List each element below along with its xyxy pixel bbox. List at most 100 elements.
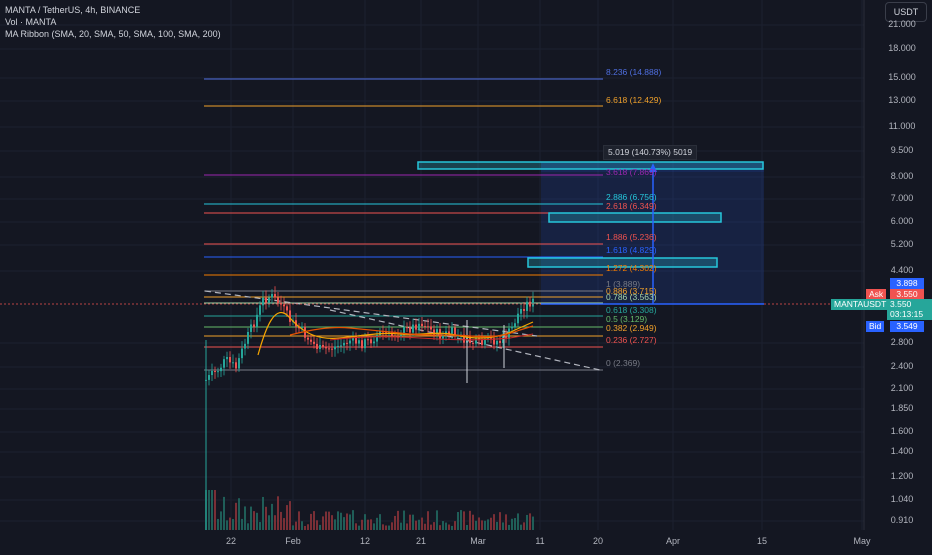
volume-bar <box>520 524 522 530</box>
volume-bar <box>508 524 510 530</box>
price-axis-label: 21.000 <box>888 19 916 29</box>
volume-bar <box>451 525 453 530</box>
candle-body <box>271 294 273 298</box>
time-axis-label: 22 <box>225 536 237 546</box>
volume-bar <box>526 514 528 530</box>
volume-bar <box>496 521 498 530</box>
candle-body <box>244 343 246 349</box>
volume-bar <box>271 503 273 530</box>
currency-button[interactable]: USDT <box>885 2 927 22</box>
volume-bar <box>250 506 252 530</box>
volume-bar <box>385 525 387 530</box>
volume-bar <box>211 490 213 530</box>
candle-body <box>493 338 495 345</box>
countdown-tag: 03:13:15 <box>887 309 932 320</box>
volume-bar <box>466 524 468 530</box>
fib-level-label: 8.236 (14.888) <box>606 67 661 77</box>
candle-body <box>217 371 219 373</box>
candle-body <box>337 345 339 347</box>
volume-bar <box>364 514 366 530</box>
candle-body <box>304 326 306 338</box>
volume-bar <box>481 520 483 530</box>
candle-body <box>211 370 213 376</box>
candle-body <box>316 343 318 349</box>
volume-bar <box>223 496 225 530</box>
volume-bar <box>265 506 267 530</box>
fib-level-label: 0.236 (2.727) <box>606 335 657 345</box>
candle-body <box>364 339 366 349</box>
price-axis-label: 1.850 <box>890 403 914 413</box>
volume-bar <box>295 521 297 530</box>
time-axis-label: Feb <box>285 536 301 546</box>
target-box-3[interactable] <box>527 257 718 268</box>
current-price-tag: 3.550 <box>887 299 932 310</box>
candle-body <box>496 340 498 345</box>
candle-body <box>214 370 216 372</box>
candle-body <box>436 329 438 336</box>
volume-bar <box>397 510 399 530</box>
symbol-title[interactable]: MANTA / TetherUS, 4h, BINANCE <box>5 5 141 15</box>
volume-bar <box>361 519 363 530</box>
candle-body <box>283 304 285 307</box>
price-axis-label: 2.100 <box>890 383 914 393</box>
volume-bar <box>448 524 450 530</box>
candle-body <box>523 309 525 311</box>
candle-body <box>454 327 456 336</box>
candle-body <box>505 335 507 339</box>
candle-body <box>286 306 288 311</box>
candle-body <box>424 326 426 328</box>
target-box-1[interactable] <box>417 161 764 170</box>
candle-body <box>307 337 309 340</box>
volume-bar <box>433 522 435 530</box>
price-axis-label: 1.400 <box>890 446 914 456</box>
volume-bar <box>502 522 504 530</box>
ma-ribbon-legend[interactable]: MA Ribbon (SMA, 20, SMA, 50, SMA, 100, S… <box>5 29 221 39</box>
trendline-upper[interactable] <box>204 290 538 337</box>
fib-level-label: 3.618 (7.869) <box>606 167 657 177</box>
volume-bar <box>457 512 459 530</box>
trendline-lower[interactable] <box>329 309 601 371</box>
volume-bar <box>487 519 489 530</box>
fib-level-label: 0.786 (3.563) <box>606 292 657 302</box>
candle-body <box>349 340 351 344</box>
candle-body <box>400 335 402 338</box>
target-box-2[interactable] <box>548 212 722 223</box>
candle-body <box>502 335 504 343</box>
candle-body <box>451 327 453 334</box>
time-axis-label: Apr <box>665 536 681 546</box>
price-axis-label: 7.000 <box>890 193 914 203</box>
arrow-head-icon <box>649 163 657 172</box>
volume-bar <box>328 511 330 530</box>
candle-body <box>235 362 237 369</box>
volume-bar <box>424 523 426 530</box>
volume-bar <box>325 511 327 530</box>
volume-bar <box>340 512 342 530</box>
volume-bar <box>370 519 372 530</box>
volume-bar <box>304 525 306 530</box>
candle-body <box>472 342 474 344</box>
candle-body <box>325 346 327 349</box>
price-axis-label: 11.000 <box>888 121 916 131</box>
candle-body <box>340 345 342 347</box>
volume-bar <box>307 524 309 530</box>
volume-bar <box>409 514 411 530</box>
volume-bar <box>256 512 258 530</box>
volume-bar <box>319 524 321 530</box>
candle-body <box>406 327 408 329</box>
volume-bar <box>253 511 255 530</box>
volume-bar <box>505 514 507 530</box>
candle-body <box>250 324 252 332</box>
candle-body <box>421 323 423 327</box>
volume-bar <box>442 521 444 530</box>
volume-legend[interactable]: Vol · MANTA <box>5 17 57 27</box>
volume-bar <box>463 511 465 530</box>
volume-bar <box>349 514 351 530</box>
candle-body <box>361 340 363 349</box>
candle-body <box>229 357 231 363</box>
volume-bar <box>472 514 474 530</box>
candle-body <box>526 301 528 311</box>
candle-body <box>433 329 435 336</box>
volume-bar <box>301 521 303 530</box>
